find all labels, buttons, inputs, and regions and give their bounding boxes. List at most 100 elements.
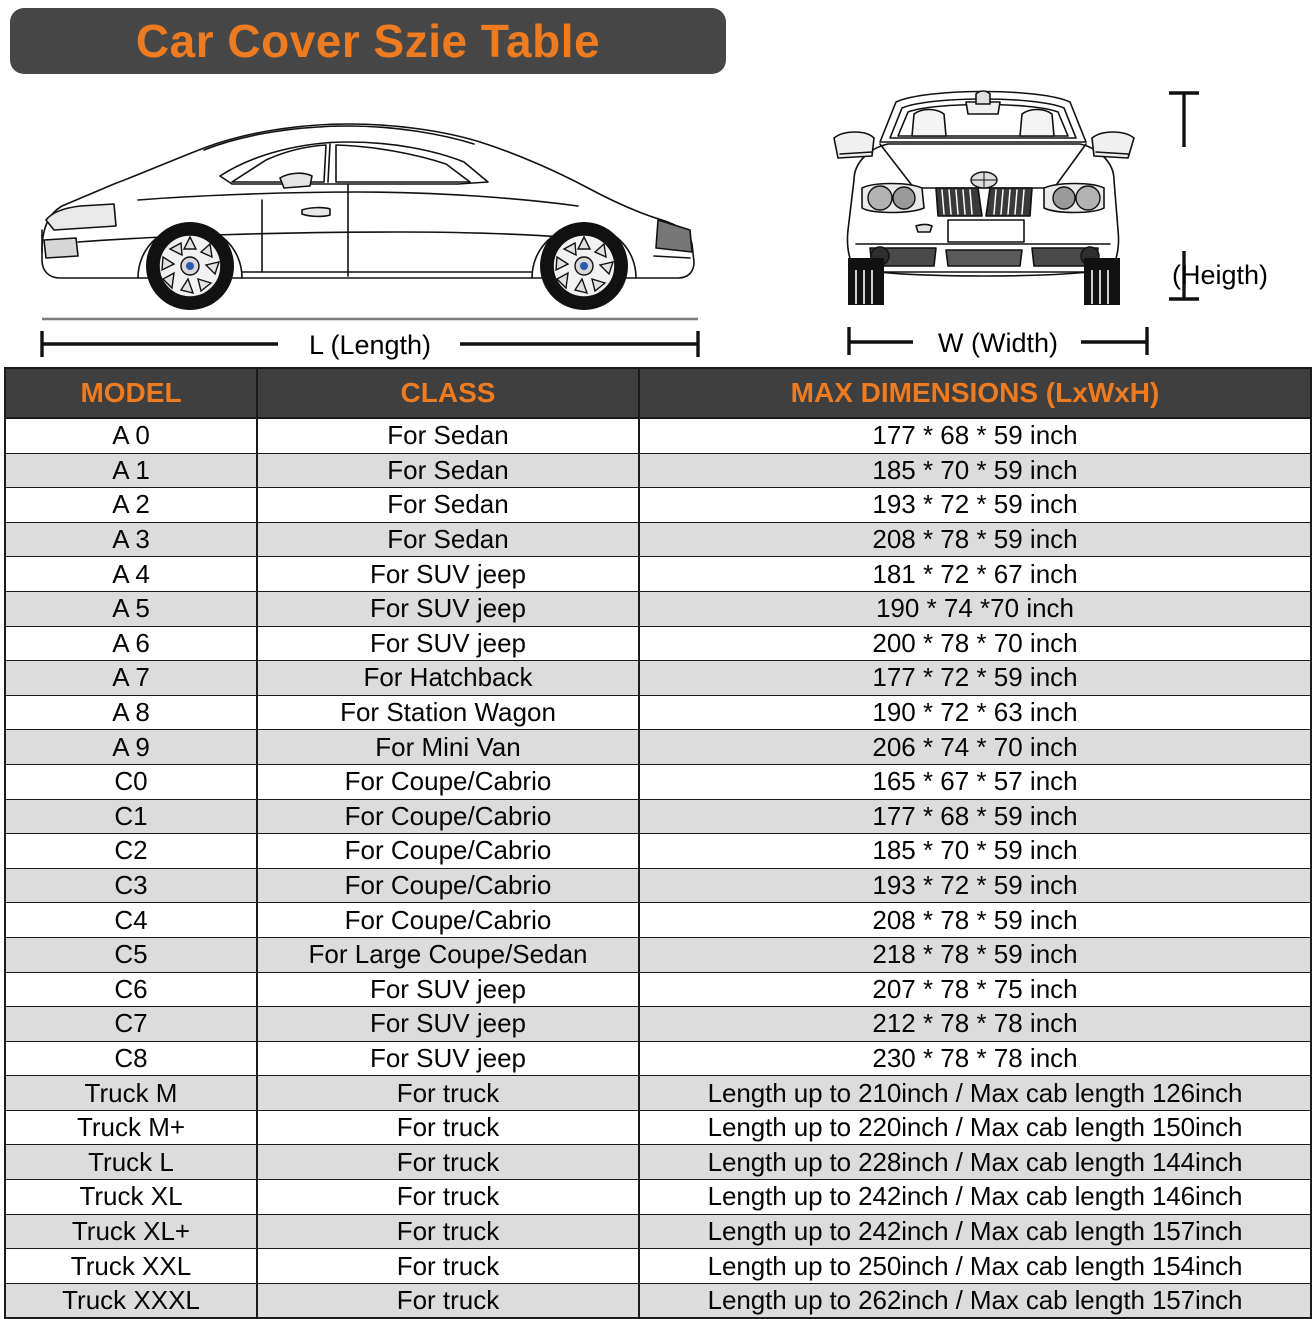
- front-tires-icon: [848, 258, 1120, 305]
- cell-model: C2: [4, 833, 258, 869]
- cell-model: A 6: [4, 625, 258, 662]
- cell-class: For truck: [256, 1075, 640, 1111]
- cell-class: For SUV jeep: [256, 1006, 640, 1042]
- cell-class: For truck: [256, 1144, 640, 1181]
- cell-dimensions: Length up to 228inch / Max cab length 14…: [638, 1144, 1312, 1181]
- cell-class: For truck: [256, 1179, 640, 1215]
- table-row: C2 For Coupe/Cabrio 185 * 70 * 59 inch: [4, 833, 1312, 869]
- table-row: A 9 For Mini Van 206 * 74 * 70 inch: [4, 729, 1312, 765]
- cell-dimensions: 193 * 72 * 59 inch: [638, 487, 1312, 523]
- table-row: A 6 For SUV jeep 200 * 78 * 70 inch: [4, 625, 1312, 662]
- cell-model: Truck XL: [4, 1179, 258, 1215]
- table-row: C1 For Coupe/Cabrio 177 * 68 * 59 inch: [4, 798, 1312, 835]
- column-header-dimensions: MAX DIMENSIONS (LxWxH): [638, 367, 1312, 419]
- page-title: Car Cover Szie Table: [135, 15, 601, 67]
- cell-dimensions: 165 * 67 * 57 inch: [638, 763, 1312, 800]
- cell-dimensions: 190 * 74 *70 inch: [638, 590, 1312, 627]
- cell-model: Truck XXL: [4, 1248, 258, 1284]
- cell-class: For Coupe/Cabrio: [256, 867, 640, 904]
- cell-class: For Mini Van: [256, 729, 640, 765]
- cell-class: For Coupe/Cabrio: [256, 798, 640, 835]
- cell-model: A 0: [4, 417, 258, 454]
- cell-class: For Coupe/Cabrio: [256, 763, 640, 800]
- cell-class: For SUV jeep: [256, 556, 640, 592]
- table-row: A 2 For Sedan 193 * 72 * 59 inch: [4, 487, 1312, 523]
- cell-model: A 2: [4, 487, 258, 523]
- cell-class: For Hatchback: [256, 660, 640, 696]
- table-row: Truck M+ For truck Length up to 220inch / …: [4, 1109, 1312, 1146]
- cell-dimensions: 218 * 78 * 59 inch: [638, 936, 1312, 973]
- table-body: A 0 For Sedan 177 * 68 * 59 inch A 1 For Sed…: [4, 417, 1312, 1319]
- table-header-row: MODEL CLASS MAX DIMENSIONS (LxWxH): [4, 367, 1312, 419]
- cell-model: C0: [4, 763, 258, 800]
- cell-model: Truck M+: [4, 1109, 258, 1146]
- table-row: A 3 For Sedan 208 * 78 * 59 inch: [4, 521, 1312, 558]
- table-row: C0 For Coupe/Cabrio 165 * 67 * 57 inch: [4, 763, 1312, 800]
- cell-class: For truck: [256, 1109, 640, 1146]
- width-label: W (Width): [938, 328, 1058, 358]
- cell-dimensions: 177 * 68 * 59 inch: [638, 798, 1312, 835]
- table-row: A 5 For SUV jeep 190 * 74 *70 inch: [4, 590, 1312, 627]
- table-row: C4 For Coupe/Cabrio 208 * 78 * 59 inch: [4, 902, 1312, 938]
- cell-class: For Coupe/Cabrio: [256, 833, 640, 869]
- cell-model: A 1: [4, 452, 258, 489]
- cell-dimensions: Length up to 242inch / Max cab length 14…: [638, 1179, 1312, 1215]
- cell-dimensions: 230 * 78 * 78 inch: [638, 1040, 1312, 1077]
- table-row: Truck XL+ For truck Length up to 242inch /…: [4, 1213, 1312, 1250]
- cell-dimensions: Length up to 210inch / Max cab length 12…: [638, 1075, 1312, 1111]
- table-row: C8 For SUV jeep 230 * 78 * 78 inch: [4, 1040, 1312, 1077]
- cell-dimensions: 185 * 70 * 59 inch: [638, 833, 1312, 869]
- cell-model: A 5: [4, 590, 258, 627]
- cell-class: For Sedan: [256, 487, 640, 523]
- cell-class: For Sedan: [256, 452, 640, 489]
- cell-class: For SUV jeep: [256, 590, 640, 627]
- cell-class: For Station Wagon: [256, 694, 640, 731]
- cell-dimensions: Length up to 262inch / Max cab length 15…: [638, 1282, 1312, 1319]
- table-row: Truck L For truck Length up to 228inch / M…: [4, 1144, 1312, 1181]
- table-row: A 0 For Sedan 177 * 68 * 59 inch: [4, 417, 1312, 454]
- cell-class: For SUV jeep: [256, 1040, 640, 1077]
- length-label: L (Length): [309, 330, 431, 360]
- cell-class: For truck: [256, 1213, 640, 1250]
- car-side-view-icon: [41, 123, 695, 310]
- table-row: C3 For Coupe/Cabrio 193 * 72 * 59 inch: [4, 867, 1312, 904]
- table-row: Truck M For truck Length up to 210inch / M…: [4, 1075, 1312, 1111]
- car-diagram-area: L (Length) W (Width) (Heigth): [0, 78, 1314, 363]
- cell-class: For Sedan: [256, 417, 640, 454]
- title-banner: Car Cover Szie Table: [10, 8, 726, 74]
- table-row: A 7 For Hatchback 177 * 72 * 59 inch: [4, 660, 1312, 696]
- car-front-view-icon: [833, 90, 1135, 305]
- cell-dimensions: 207 * 78 * 75 inch: [638, 971, 1312, 1008]
- cell-model: C1: [4, 798, 258, 835]
- cell-dimensions: 208 * 78 * 59 inch: [638, 521, 1312, 558]
- rear-wheel-icon: [540, 222, 628, 310]
- table-row: A 1 For Sedan 185 * 70 * 59 inch: [4, 452, 1312, 489]
- cell-dimensions: Length up to 220inch / Max cab length 15…: [638, 1109, 1312, 1146]
- cell-dimensions: Length up to 242inch / Max cab length 15…: [638, 1213, 1312, 1250]
- cell-model: C3: [4, 867, 258, 904]
- cell-dimensions: 212 * 78 * 78 inch: [638, 1006, 1312, 1042]
- cell-class: For Large Coupe/Sedan: [256, 936, 640, 973]
- table-row: Truck XXXL For truck Length up to 262inch …: [4, 1282, 1312, 1319]
- cell-dimensions: 190 * 72 * 63 inch: [638, 694, 1312, 731]
- cell-model: A 7: [4, 660, 258, 696]
- table-row: Truck XXL For truck Length up to 250inch /…: [4, 1248, 1312, 1284]
- cell-dimensions: 177 * 72 * 59 inch: [638, 660, 1312, 696]
- height-dimension-line: [1169, 91, 1199, 301]
- cell-class: For Coupe/Cabrio: [256, 902, 640, 938]
- cell-model: Truck M: [4, 1075, 258, 1111]
- cell-model: C8: [4, 1040, 258, 1077]
- cell-model: Truck XXXL: [4, 1282, 258, 1319]
- cell-dimensions: Length up to 250inch / Max cab length 15…: [638, 1248, 1312, 1284]
- cell-model: Truck XL+: [4, 1213, 258, 1250]
- cell-model: C6: [4, 971, 258, 1008]
- car-cover-size-table: MODEL CLASS MAX DIMENSIONS (LxWxH) A 0 Fo…: [4, 367, 1312, 1319]
- cell-dimensions: 208 * 78 * 59 inch: [638, 902, 1312, 938]
- cell-model: A 9: [4, 729, 258, 765]
- column-header-class: CLASS: [256, 367, 640, 419]
- cell-dimensions: 185 * 70 * 59 inch: [638, 452, 1312, 489]
- cell-model: C5: [4, 936, 258, 973]
- table-row: A 4 For SUV jeep 181 * 72 * 67 inch: [4, 556, 1312, 592]
- cell-model: Truck L: [4, 1144, 258, 1181]
- cell-model: A 8: [4, 694, 258, 731]
